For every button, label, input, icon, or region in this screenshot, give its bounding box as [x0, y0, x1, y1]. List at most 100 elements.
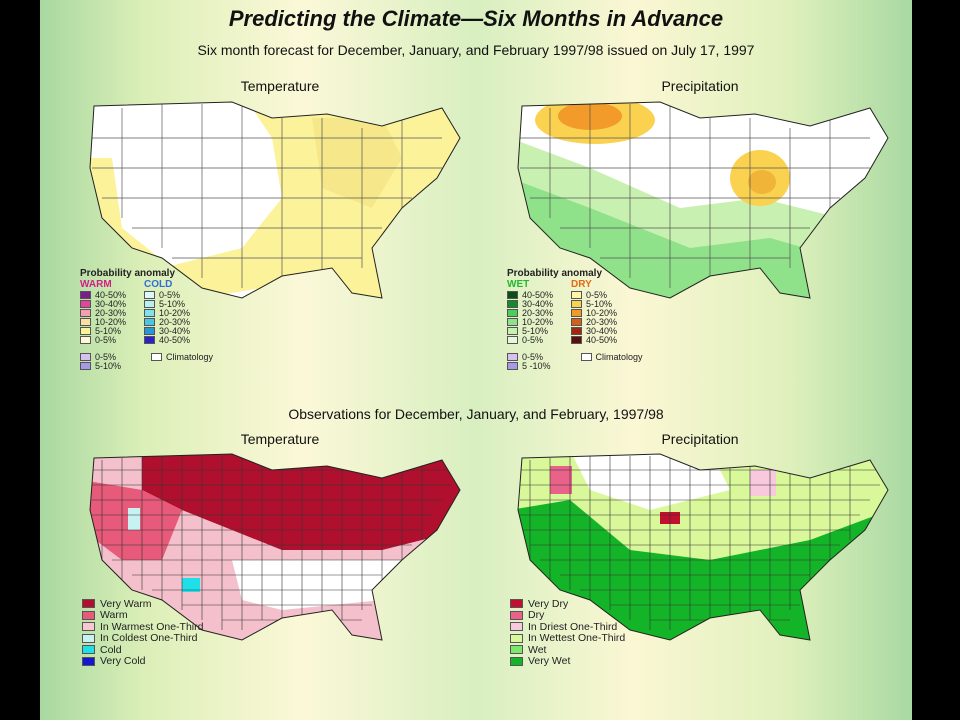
- wet-legend-item: 5-10%: [507, 325, 553, 336]
- forecast-temperature-legend: Probability anomaly WARM 40-50% 30-40% 20-…: [80, 268, 250, 371]
- precipitation-legend-swatch: [510, 633, 523, 643]
- warm-legend-label: 30-40%: [95, 298, 127, 309]
- temperature-legend-swatch: [82, 599, 95, 609]
- cold-legend-item: 20-30%: [144, 317, 190, 327]
- temperature-legend-item: Very Warm: [82, 598, 203, 610]
- observed-precipitation-label: Precipitation: [661, 431, 739, 447]
- warm-legend-swatch: [80, 317, 91, 326]
- warm-legend-item: 5-10%: [80, 325, 126, 336]
- wet-legend-swatch: [507, 317, 518, 326]
- wet-legend-swatch: [507, 299, 518, 308]
- dry-legend-swatch: [571, 308, 583, 317]
- cold-legend-swatch: [144, 335, 156, 344]
- wet-legend-item: 30-40%: [507, 298, 554, 309]
- dry-legend-label: 40-50%: [586, 334, 618, 345]
- temperature-legend-label: Warm: [100, 609, 128, 622]
- precipitation-legend-item: In Driest One-Third: [510, 621, 625, 633]
- precipitation-legend-item: In Wettest One-Third: [510, 632, 626, 645]
- precipitation-legend-item: Wet: [510, 644, 625, 656]
- wet-legend-swatch: [507, 335, 518, 344]
- dry-legend-swatch: [571, 299, 583, 308]
- warm-legend-item: 40-50%: [80, 289, 127, 300]
- legend-title: Probability anomaly: [80, 268, 176, 279]
- temperature-legend-item: In Coldest One-Third: [82, 632, 203, 644]
- temperature-legend-swatch: [82, 645, 95, 655]
- temperature-legend-swatch: [82, 656, 95, 666]
- temperature-legend-item: Very Cold: [82, 655, 203, 667]
- dry-legend-item: 0-5%: [571, 289, 617, 300]
- observations-title: Observations for December, January, and …: [288, 406, 664, 422]
- dry-legend-item: 20-30%: [571, 317, 617, 327]
- cold-legend-label: 30-40%: [159, 325, 191, 336]
- precipitation-legend-swatch: [510, 622, 523, 632]
- extra-legend-swatch: [80, 352, 91, 361]
- cold-legend-label: 10-20%: [159, 307, 191, 318]
- precipitation-legend-item: Very Wet: [510, 655, 625, 668]
- dry-legend-item: 40-50%: [571, 334, 618, 345]
- dry-legend-item: 30-40%: [571, 325, 618, 336]
- cold-legend-item: 10-20%: [144, 307, 191, 318]
- cold-legend-item: 30-40%: [144, 325, 191, 336]
- wet-legend-item: 40-50%: [507, 289, 554, 300]
- precipitation-legend-label: Dry: [528, 609, 545, 622]
- climatology-swatch: [151, 352, 163, 361]
- cold-legend-swatch: [144, 317, 156, 326]
- wet-legend-label: 30-40%: [522, 298, 554, 309]
- extra-legend-swatch: [507, 352, 518, 361]
- precipitation-legend-label: Very Dry: [528, 597, 569, 610]
- wet-legend-item: 20-30%: [507, 307, 554, 318]
- dry-legend-label: 30-40%: [586, 325, 618, 336]
- warm-legend-label: 20-30%: [95, 307, 127, 318]
- wet-legend-label: 5-10%: [522, 325, 549, 336]
- legend-title: Probability anomaly: [507, 268, 603, 279]
- temperature-legend-item: Cold: [82, 644, 203, 656]
- warm-legend-swatch: [80, 335, 91, 344]
- warm-legend-swatch: [80, 299, 91, 308]
- dry-legend-swatch: [571, 335, 583, 344]
- climatology-label: Climatology: [166, 351, 214, 362]
- precipitation-legend-label: Very Wet: [528, 655, 571, 668]
- extra-legend-item: 5 -10%: [507, 361, 551, 371]
- warm-legend-label: 5-10%: [95, 325, 122, 336]
- dry-legend-label: 0-5%: [586, 289, 608, 300]
- forecast-precipitation-map: [517, 101, 889, 299]
- cold-legend-swatch: [144, 326, 156, 335]
- cold-legend-item: 5-10%: [144, 298, 190, 309]
- cold-legend-label: 5-10%: [159, 298, 186, 309]
- wet-legend-item: 0-5%: [507, 334, 553, 345]
- temperature-legend-label: In Warmest One-Third: [100, 620, 204, 633]
- wet-legend-item: 10-20%: [507, 316, 554, 327]
- dry-heading: DRY: [571, 279, 592, 290]
- extra-legend-label: 5-10%: [95, 360, 122, 371]
- extra-legend-label: 0-5%: [95, 351, 117, 362]
- cold-legend-item: 0-5%: [144, 290, 190, 300]
- observed-temperature-label: Temperature: [240, 431, 320, 447]
- dry-legend-swatch: [571, 290, 583, 299]
- dry-legend-label: 5-10%: [586, 298, 613, 309]
- forecast-precipitation-label: Precipitation: [661, 78, 739, 94]
- temperature-legend-swatch: [82, 633, 95, 643]
- dry-legend-swatch: [571, 317, 583, 326]
- precipitation-legend-label: Wet: [528, 643, 547, 656]
- observed-temperature-legend: Very Warm Warm In Warmest One-Third In Cold…: [82, 598, 203, 667]
- temperature-legend-item: Warm: [82, 609, 203, 622]
- wet-legend-label: 20-30%: [522, 307, 554, 318]
- precipitation-legend-label: In Wettest One-Third: [528, 632, 626, 645]
- cold-legend-label: 40-50%: [159, 334, 191, 345]
- warm-legend-item: 0-5%: [80, 335, 126, 345]
- wet-legend-swatch: [507, 326, 518, 335]
- warm-legend-label: 40-50%: [95, 289, 127, 300]
- warm-legend-swatch: [80, 326, 91, 335]
- extra-legend-item: 0-5%: [80, 351, 121, 362]
- precipitation-legend-label: In Driest One-Third: [528, 620, 618, 633]
- forecast-temperature-map: [89, 101, 461, 299]
- wet-legend-label: 0-5%: [522, 334, 544, 345]
- extra-legend-label: 0-5%: [522, 351, 544, 362]
- wet-legend-label: 40-50%: [522, 289, 554, 300]
- wet-legend-label: 10-20%: [522, 316, 554, 327]
- warm-legend-label: 10-20%: [95, 316, 127, 327]
- dry-legend-item: 10-20%: [571, 308, 617, 318]
- observed-precipitation-map: [517, 453, 889, 641]
- forecast-subtitle: Six month forecast for December, January…: [197, 42, 755, 58]
- slide: Predicting the Climate—Six Months in Adv…: [40, 0, 912, 720]
